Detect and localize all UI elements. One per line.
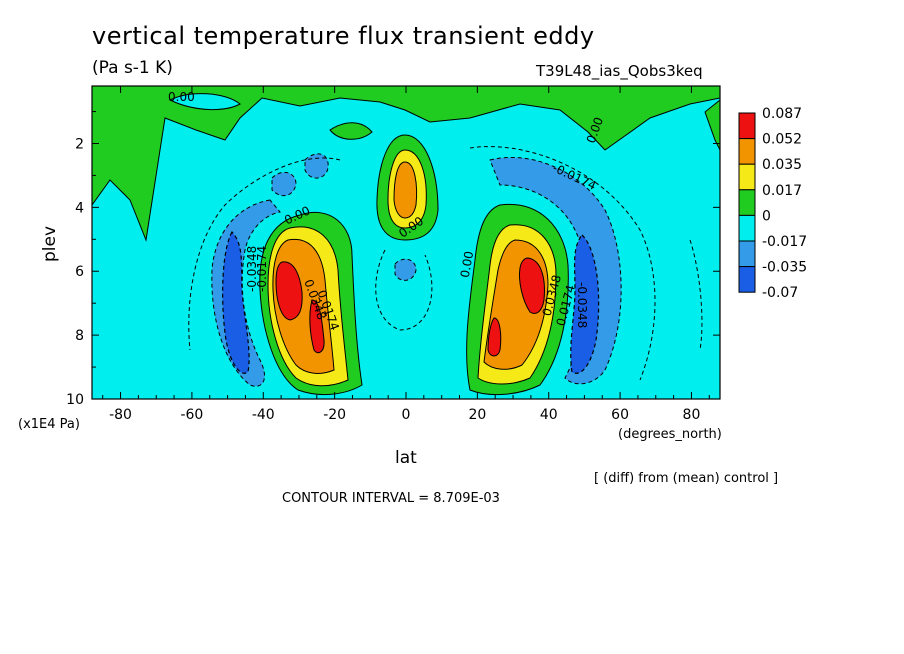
region-blue-left-small (271, 171, 297, 197)
y-tick-label: 2 (75, 136, 84, 152)
region-left-red (275, 261, 303, 321)
colorbar-label: 0.052 (762, 132, 802, 148)
colorbar-label: 0.017 (762, 183, 802, 199)
colorbar-swatch (738, 240, 756, 268)
x-tick-label: 80 (683, 407, 701, 423)
x-tick-label: -60 (180, 407, 203, 423)
x-tick-label: 20 (468, 407, 486, 423)
y-axis-units: (x1E4 Pa) (18, 417, 80, 432)
contour-label: -0.0348 (575, 282, 589, 328)
region-blue-left-core (222, 230, 250, 374)
colorbar: 0.087 0.052 0.035 0.017 0 -0.017 -0.035 -0.07 (738, 106, 807, 301)
region-left-red-2 (309, 299, 325, 354)
isoline-neg-center (375, 249, 433, 331)
region-cyan-top-hole (168, 93, 241, 111)
diff-note: [ (diff) from (mean) control ] (594, 471, 778, 486)
colorbar-swatch (738, 214, 756, 242)
region-green-top (92, 86, 720, 242)
region-green-small-top (329, 122, 373, 140)
colorbar-swatch (738, 138, 756, 165)
colorbar-label: -0.035 (762, 260, 807, 276)
y-tick-label: 10 (66, 392, 84, 408)
colorbar-label: -0.07 (762, 285, 798, 301)
contour-label: -0.0174 (255, 246, 269, 292)
contour-field (92, 86, 720, 399)
colorbar-swatch (738, 163, 756, 191)
colorbar-label: -0.017 (762, 234, 807, 250)
colorbar-swatch (738, 112, 756, 140)
isoline-neg-left-outer (188, 157, 341, 351)
isoline-neg-right-far (689, 239, 703, 351)
x-axis-title: lat (395, 448, 417, 468)
contour-label: 0.00 (168, 90, 195, 104)
region-center-orange (393, 161, 418, 219)
run-label: T39L48_ias_Qobs3keq (536, 62, 703, 80)
isoline-neg-right-outer (469, 146, 656, 381)
region-blue-left-top (304, 153, 329, 179)
colorbar-swatch (738, 189, 756, 216)
x-tick-label: -20 (323, 407, 346, 423)
region-blue-right-core (570, 234, 600, 374)
region-right-red (519, 257, 545, 314)
x-tick-label: -80 (109, 407, 132, 423)
region-blue-center-small (394, 258, 417, 281)
region-green-right-edge (704, 99, 720, 151)
contour-interval: CONTOUR INTERVAL = 8.709E-03 (282, 491, 500, 506)
colorbar-label: 0.035 (762, 157, 802, 173)
y-tick-label: 8 (75, 328, 84, 344)
units-label: (Pa s-1 K) (92, 58, 173, 78)
x-tick-label: 60 (611, 407, 629, 423)
colorbar-label: 0.087 (762, 106, 802, 122)
region-right-red-2 (487, 317, 502, 357)
y-tick-label: 6 (75, 264, 84, 280)
contour-label: -0.0348 (245, 246, 259, 292)
x-axis-units: (degrees_north) (618, 427, 722, 442)
colorbar-swatch (738, 266, 756, 293)
x-axis: -80 -60 -40 -20 0 20 40 60 80 (102, 86, 710, 423)
x-tick-label: -40 (252, 407, 275, 423)
y-axis-title: plev (40, 226, 60, 262)
x-tick-label: 0 (402, 407, 411, 423)
chart-title: vertical temperature flux transient eddy (92, 22, 595, 50)
colorbar-label: 0 (762, 208, 771, 224)
y-tick-label: 4 (75, 200, 84, 216)
contour-label: 0.00 (458, 250, 476, 279)
x-tick-label: 40 (540, 407, 558, 423)
y-axis: 2 4 6 8 10 (66, 111, 720, 408)
